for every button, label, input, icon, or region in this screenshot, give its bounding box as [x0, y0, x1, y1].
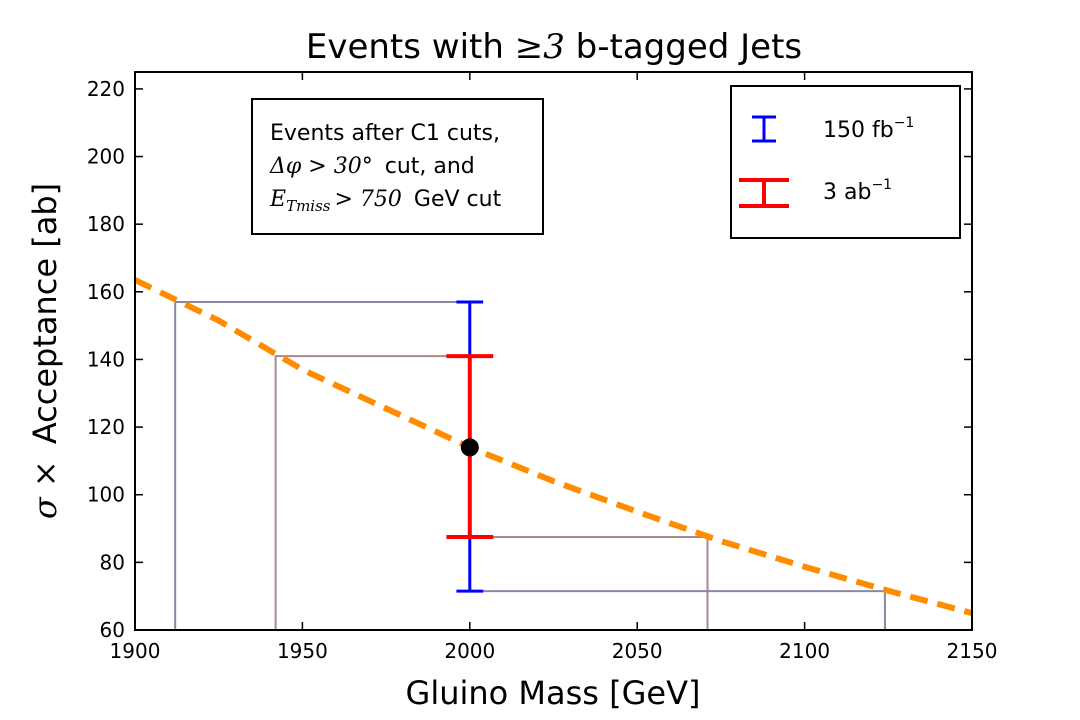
y-tick-label-160: 160 — [87, 280, 125, 304]
annotation-line-3-text: GeV cut — [414, 187, 502, 212]
theory-curve-layer — [133, 277, 973, 616]
projection-line-0 — [174, 300, 470, 630]
y-tick-label-220: 220 — [87, 77, 125, 101]
annotation-frame — [251, 98, 544, 235]
projection-line-2 — [469, 536, 709, 630]
legend-symbol-150fb — [752, 115, 776, 143]
y-tick-label-120: 120 — [87, 415, 125, 439]
legend-symbol-3ab — [739, 178, 789, 208]
legend-label-150fb: 150 fb−1 — [823, 115, 914, 143]
y-tick-label-140: 140 — [87, 347, 125, 371]
y-axis-title-text: Acceptance [ab] — [26, 183, 64, 444]
chart-title-suffix: b-tagged Jets — [576, 27, 802, 67]
legend-label-3ab-sup: −1 — [871, 177, 892, 193]
projection-lines — [174, 300, 886, 630]
x-tick-label-2150: 2150 — [947, 639, 998, 663]
annotation-line-1: Events after C1 cuts, — [270, 121, 500, 146]
y-axis-title: σ × Acceptance [ab] — [26, 183, 64, 519]
legend-frame — [730, 85, 961, 239]
y-tick-label-200: 200 — [87, 145, 125, 169]
y-tick-label-80: 80 — [100, 550, 125, 574]
y-axis-title-math: σ × — [26, 460, 64, 519]
plot-frame — [134, 71, 973, 631]
y-tick-label-100: 100 — [87, 483, 125, 507]
legend-label-150fb-sup: −1 — [894, 115, 915, 131]
annotation-box: Events after C1 cuts, Δφ > 30° cut, and … — [251, 98, 544, 235]
x-tick-label-1950: 1950 — [277, 639, 328, 663]
annotation-line-3-math2: > 750 — [334, 187, 401, 212]
legend-label-3ab: 3 ab−1 — [823, 177, 892, 205]
annotation-line-3: ETmiss > 750 GeV cut — [269, 187, 502, 215]
theory-curve — [133, 277, 973, 616]
annotation-line-2: Δφ > 30° cut, and — [269, 154, 475, 179]
projection-line-3 — [469, 590, 886, 630]
annotation-line-3-math: E — [269, 187, 286, 212]
chart-title-prefix: Events with — [306, 27, 504, 67]
legend-label-150fb-text: 150 fb — [823, 118, 894, 143]
x-tick-label-2100: 2100 — [779, 639, 830, 663]
chart-title: Events with ≥3 b-tagged Jets — [306, 27, 802, 67]
annotation-line-2-text: cut, and — [385, 154, 475, 179]
legend-label-3ab-text: 3 ab — [823, 180, 871, 205]
axis-ticks: 1900 1950 2000 2050 2100 2150 60 80 100 120 140 160… — [87, 72, 998, 663]
annotation-line-3-sub: Tmiss — [286, 197, 331, 215]
y-tick-label-180: 180 — [87, 212, 125, 236]
x-axis-title: Gluino Mass [GeV] — [406, 674, 701, 712]
legend: 150 fb−1 3 ab−1 — [730, 85, 961, 239]
central-point-layer — [460, 438, 479, 457]
projection-line-1 — [274, 355, 470, 630]
chart-title-math: ≥3 — [515, 27, 565, 67]
x-tick-label-2000: 2000 — [444, 639, 495, 663]
x-tick-label-1900: 1900 — [110, 639, 161, 663]
annotation-line-2-math: Δφ > 30° — [269, 154, 373, 179]
y-tick-label-60: 60 — [100, 618, 125, 642]
x-tick-label-2050: 2050 — [612, 639, 663, 663]
central-point — [460, 438, 479, 457]
